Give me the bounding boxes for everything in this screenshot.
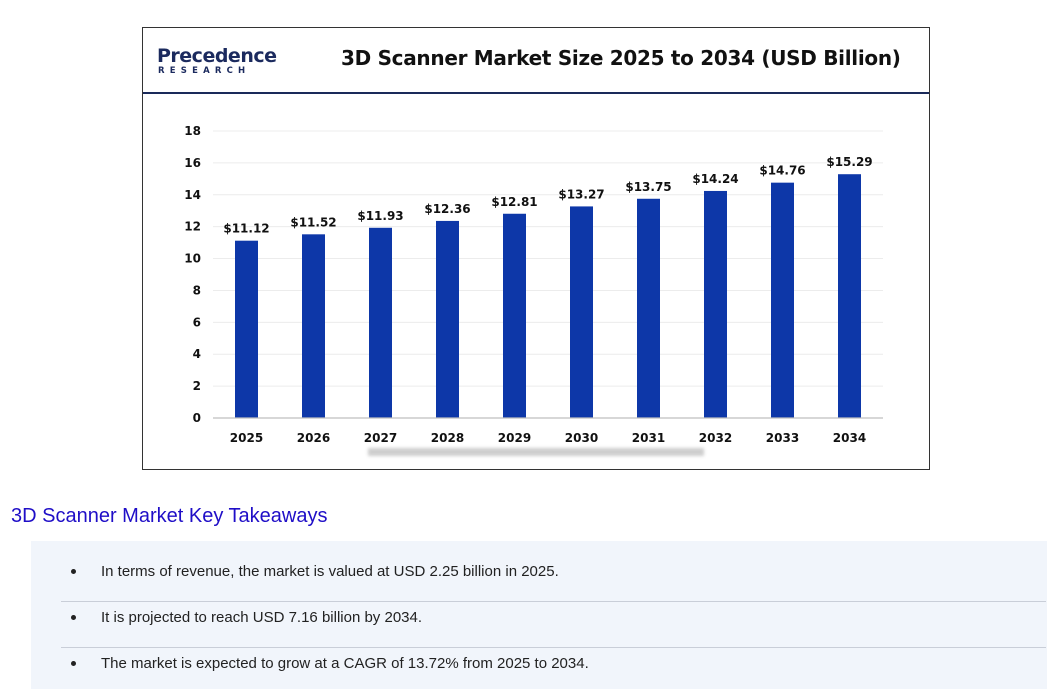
bar-2031: [637, 198, 660, 418]
chart-header: Precedence RESEARCH 3D Scanner Market Si…: [143, 28, 929, 94]
bar-2034: [838, 174, 861, 418]
bar-chart: $11.12 $11.52 $11.93 $12.36 $12.81 $13.27 $13.…: [184, 124, 883, 444]
takeaway-text: The market is expected to grow at a CAGR…: [101, 655, 589, 672]
x-tick-label-2028: 2028: [431, 431, 464, 444]
data-label-2034: $15.29: [826, 155, 872, 169]
y-axis-ticks: 0 2 4 6 8 10 12 14 16 18: [184, 124, 201, 425]
data-label-2032: $14.24: [692, 172, 738, 186]
x-tick-label-2031: 2031: [632, 431, 665, 444]
chart-title: 3D Scanner Market Size 2025 to 2034 (USD…: [341, 46, 901, 70]
data-label-2026: $11.52: [290, 215, 336, 229]
data-label-2033: $14.76: [759, 164, 805, 178]
x-tick-label-2026: 2026: [297, 431, 330, 444]
logo-sub: RESEARCH: [158, 66, 251, 76]
data-label-2027: $11.93: [357, 209, 403, 223]
takeaways-heading: 3D Scanner Market Key Takeaways: [11, 505, 328, 527]
bar-2032: [704, 190, 727, 418]
bars: [235, 174, 861, 418]
bullet-icon: [71, 615, 76, 620]
y-tick-label: 10: [184, 252, 201, 266]
y-tick-label: 16: [184, 156, 201, 170]
y-tick-label: 4: [193, 347, 201, 361]
blurred-source-note: [368, 448, 704, 456]
bullet-icon: [71, 661, 76, 666]
y-tick-label: 2: [193, 379, 201, 393]
list-item: In terms of revenue, the market is value…: [61, 554, 1046, 600]
x-tick-label-2030: 2030: [565, 431, 598, 444]
list-item: It is projected to reach USD 7.16 billio…: [61, 600, 1046, 646]
y-tick-label: 18: [184, 124, 201, 138]
y-tick-label: 12: [184, 220, 201, 234]
takeaway-text: In terms of revenue, the market is value…: [101, 563, 559, 580]
chart-frame: Precedence RESEARCH 3D Scanner Market Si…: [142, 27, 930, 470]
bar-2028: [436, 220, 459, 418]
divider: [61, 647, 1046, 648]
x-tick-label-2034: 2034: [833, 431, 866, 444]
x-tick-label-2032: 2032: [699, 431, 732, 444]
data-labels: $11.12 $11.52 $11.93 $12.36 $12.81 $13.27 $13.…: [223, 155, 872, 235]
x-tick-label-2029: 2029: [498, 431, 531, 444]
bar-2027: [369, 227, 392, 418]
x-tick-label-2027: 2027: [364, 431, 397, 444]
bar-2030: [570, 206, 593, 418]
data-label-2028: $12.36: [424, 202, 470, 216]
y-tick-label: 0: [193, 411, 201, 425]
takeaways-list: In terms of revenue, the market is value…: [31, 541, 1047, 689]
bar-2033: [771, 182, 794, 418]
data-label-2030: $13.27: [558, 187, 604, 201]
takeaway-text: It is projected to reach USD 7.16 billio…: [101, 609, 423, 626]
logo-word: Precedence: [157, 45, 277, 67]
y-tick-label: 6: [193, 315, 201, 329]
bar-2025: [235, 240, 258, 418]
bullet-icon: [71, 569, 76, 574]
data-label-2031: $13.75: [625, 180, 671, 194]
data-label-2029: $12.81: [491, 195, 537, 209]
precedence-research-logo: Precedence RESEARCH: [157, 45, 277, 85]
bar-2026: [302, 234, 325, 418]
y-tick-label: 8: [193, 283, 201, 297]
x-axis-ticks: 2025 2026 2027 2028 2029 2030 2031 2032 2033 2034: [230, 431, 866, 444]
divider: [61, 601, 1046, 602]
y-tick-label: 14: [184, 188, 201, 202]
bar-2029: [503, 213, 526, 418]
x-tick-label-2025: 2025: [230, 431, 263, 444]
data-label-2025: $11.12: [223, 222, 269, 236]
x-tick-label-2033: 2033: [766, 431, 799, 444]
list-item: The market is expected to grow at a CAGR…: [61, 646, 1046, 692]
